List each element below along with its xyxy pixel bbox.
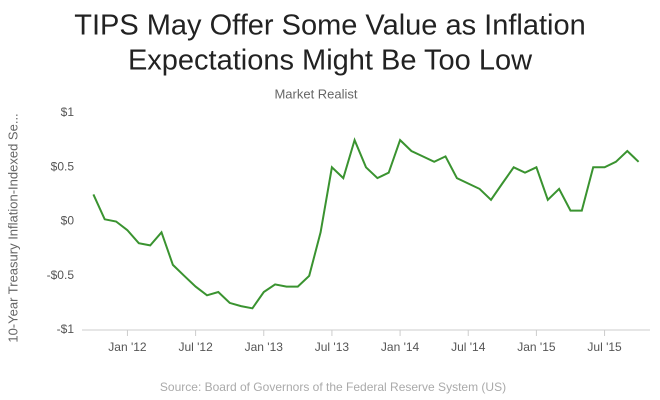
- y-tick-label: $0: [61, 214, 75, 228]
- y-tick-label: $1: [61, 105, 75, 119]
- x-tick-label: Jan '14: [381, 340, 420, 354]
- watermark: Market Realist: [274, 86, 357, 101]
- x-tick-label: Jul '14: [451, 340, 486, 354]
- x-tick-label: Jul '12: [178, 340, 213, 354]
- chart-title-line: Expectations Might Be Too Low: [128, 45, 533, 77]
- y-tick-label: $0.5: [51, 159, 75, 173]
- x-tick-label: Jan '13: [245, 340, 284, 354]
- x-tick-label: Jul '15: [587, 340, 622, 354]
- x-tick-label: Jan '15: [517, 340, 556, 354]
- y-tick-label: -$0.5: [47, 268, 75, 282]
- chart-title-line: TIPS May Offer Some Value as Inflation: [74, 10, 586, 42]
- source: Source: Board of Governors of the Federa…: [160, 380, 506, 394]
- x-tick-label: Jan '12: [108, 340, 147, 354]
- y-axis-label: 10-Year Treasury Inflation-Indexed Se...: [5, 113, 20, 342]
- x-tick-label: Jul '13: [315, 340, 350, 354]
- line: [92, 137, 640, 310]
- y-tick-label: -$1: [57, 322, 75, 336]
